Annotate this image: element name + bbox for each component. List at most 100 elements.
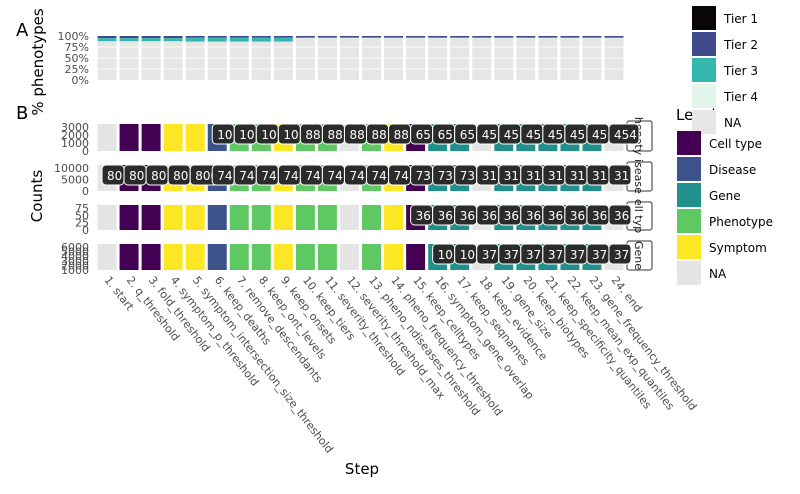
- facet-data-label: 74: [321, 164, 345, 186]
- facet-ytick: 6000: [61, 241, 89, 254]
- facet-bar: [119, 205, 139, 230]
- facet-data-label-text: 45: [548, 128, 563, 142]
- facet-data-label-text: 37: [548, 248, 563, 262]
- facet-data-label: 88: [321, 123, 345, 145]
- panel-a-bar-tier2: [450, 36, 470, 38]
- facet-data-label-text: 36: [526, 209, 541, 223]
- facet-bar: [384, 244, 404, 270]
- panel-a-bar-tier2: [295, 36, 315, 38]
- panel-a-bar-tier3: [141, 38, 161, 42]
- facet-data-label: 36: [608, 204, 632, 226]
- facet-data-label-text: 454: [614, 128, 637, 142]
- facet-data-label: 31: [520, 164, 544, 186]
- facet-data-label: 73: [454, 164, 478, 186]
- facet-data-label-box: [608, 204, 632, 226]
- panel-a-bar-na: [295, 37, 315, 80]
- facet-bar: [384, 205, 404, 230]
- facet-data-label-text: 37: [482, 248, 497, 262]
- facet-data-label: 74: [255, 164, 279, 186]
- facet-data-label: 74: [366, 164, 390, 186]
- facet-bar: [119, 124, 139, 151]
- facet-bar: [141, 124, 161, 151]
- facet-data-label: 88: [299, 123, 323, 145]
- panel-a-bar-tier3: [229, 37, 249, 42]
- facet-data-label-text: 37: [504, 248, 519, 262]
- legend-b: Cell type Disease Gene Phenotype Symptom NA: [677, 131, 773, 285]
- facet-bar: [229, 205, 249, 230]
- facet-data-label: 45: [498, 123, 522, 145]
- facet-data-label: 45: [586, 123, 610, 145]
- legend-b-label: NA: [709, 267, 727, 281]
- facet-data-label: 36: [454, 204, 478, 226]
- facet-data-label: 10: [432, 243, 456, 265]
- panel-a-bar-na: [207, 41, 227, 80]
- facet-bar: [295, 244, 315, 270]
- facet-bar: [317, 244, 337, 270]
- panel-a-bar-na: [163, 41, 183, 80]
- panel-a-bar-tier3: [251, 37, 271, 42]
- facet-bar: [185, 124, 205, 151]
- panel-a-bar-na: [582, 37, 602, 80]
- panel-a-bar-na: [185, 41, 205, 80]
- facet-ytick: 25: [75, 217, 89, 230]
- facet-ytick: 0: [82, 224, 89, 237]
- panel-a-bar-tier2: [185, 36, 205, 38]
- facet-data-label: 10: [233, 123, 257, 145]
- panel-a-bar-na: [450, 37, 470, 80]
- facet-data-label: 74: [388, 164, 412, 186]
- facet-data-label-text: 80: [173, 169, 188, 183]
- panel-a-bar-na: [97, 41, 117, 80]
- legend-b-label: Disease: [709, 163, 756, 177]
- facet-ytick: 3000: [61, 255, 89, 268]
- panel-a-bar-na: [273, 41, 293, 80]
- facet-data-label-text: 37: [614, 248, 629, 262]
- facet-strip: ell typ: [626, 199, 653, 233]
- panel-a-bar-na: [141, 41, 161, 80]
- facet-data-label: 31: [498, 164, 522, 186]
- panel-a-bar-tier2: [273, 36, 293, 38]
- legend-b-label: Gene: [709, 189, 741, 203]
- panel-a-bar-na: [384, 37, 404, 80]
- facet-data-label: 88: [343, 123, 367, 145]
- facet-data-label-text: 45: [570, 128, 585, 142]
- facet-data-label-text: 88: [305, 128, 320, 142]
- legend-b-swatch: [677, 183, 701, 207]
- facet-data-label: 31: [542, 164, 566, 186]
- legend-a-swatch: [692, 32, 716, 56]
- facet-data-label: 74: [211, 164, 235, 186]
- facet-data-label-text: 45: [504, 128, 519, 142]
- facet-data-label: 80: [145, 164, 169, 186]
- facet-bar: [185, 205, 205, 230]
- panel-a-bar-tier2: [163, 36, 183, 39]
- facet-1: 0100020003000henoty101010108888888888656…: [61, 117, 653, 158]
- panel-a-ytick: 100%: [58, 30, 89, 43]
- facet-data-label-text: 37: [570, 248, 585, 262]
- facet-data-label-text: 36: [438, 209, 453, 223]
- facet-data-label-text: 10: [217, 128, 232, 142]
- legend-b-swatch: [677, 131, 701, 155]
- facet-data-label-text: 36: [614, 209, 629, 223]
- facet-ytick: 50: [75, 209, 89, 222]
- panel-a-bar-tier2: [340, 36, 359, 38]
- panel-a-bar-tier2: [560, 36, 580, 38]
- facet-bar: [163, 244, 183, 270]
- panel-a-ytick: 50%: [65, 52, 89, 65]
- panel-a-bar-na: [119, 41, 139, 80]
- panel-a-bar-tier3: [97, 38, 117, 42]
- facet-data-label: 45: [542, 123, 566, 145]
- facet-data-label: 36: [410, 204, 434, 226]
- panel-a-bar-tier2: [494, 36, 514, 38]
- facet-data-label-box: [608, 164, 632, 186]
- legend-a-swatch: [692, 110, 716, 134]
- panel-a-ytick: 0%: [72, 74, 89, 87]
- panel-a-bar-tier2: [428, 36, 448, 38]
- legend-a-swatch: [692, 6, 716, 30]
- legend-b-label: Phenotype: [709, 215, 773, 229]
- facet-ytick: 2000: [61, 129, 89, 142]
- facet-data-label: 10: [454, 243, 478, 265]
- panel-a-bar-na: [494, 37, 514, 80]
- panel-a-bar-tier3: [207, 37, 227, 42]
- facet-ytick: 10000: [54, 162, 89, 175]
- facet-data-label: 36: [476, 204, 500, 226]
